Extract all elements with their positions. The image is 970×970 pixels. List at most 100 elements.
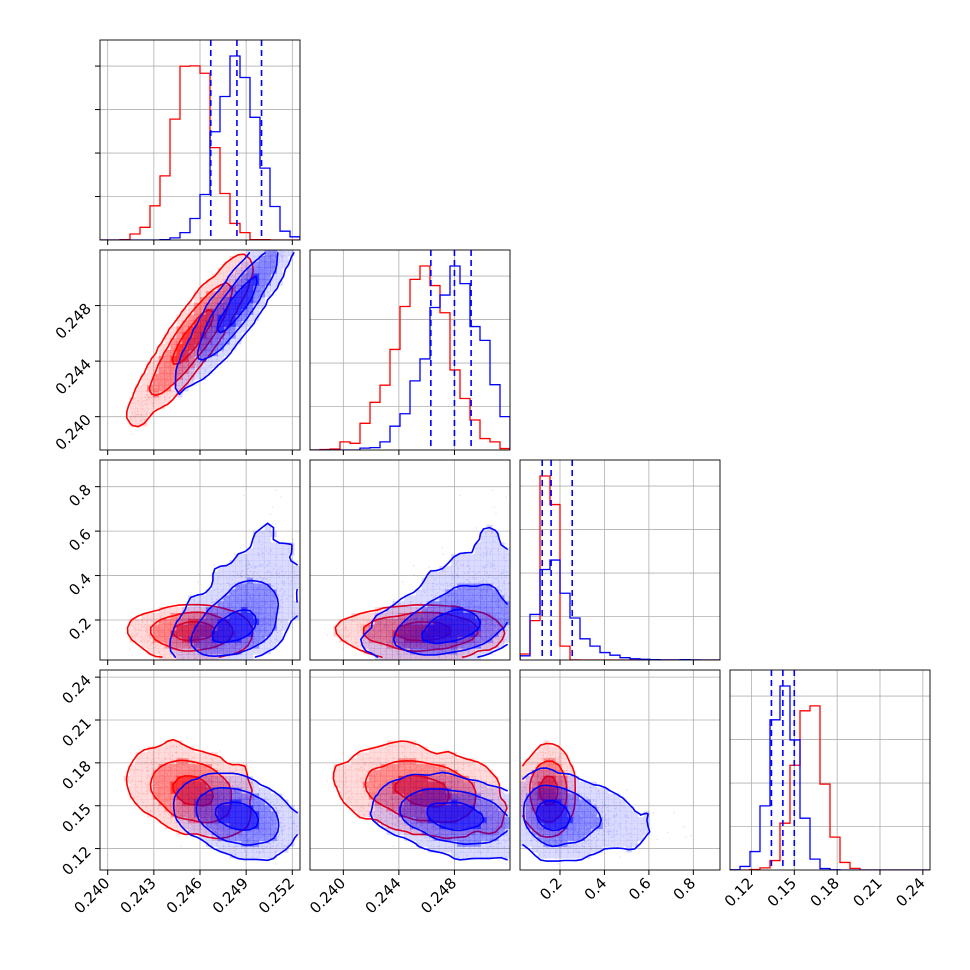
density-cell bbox=[398, 630, 405, 637]
density-cell bbox=[339, 764, 346, 771]
density-cell bbox=[614, 828, 621, 836]
density-cell bbox=[188, 367, 195, 374]
density-cell bbox=[194, 361, 201, 368]
density-cell bbox=[229, 775, 236, 783]
density-cell bbox=[217, 805, 224, 812]
density-cell bbox=[486, 595, 493, 602]
density-cell bbox=[427, 811, 434, 818]
density-cell bbox=[537, 822, 544, 830]
density-cell bbox=[549, 811, 556, 818]
density-cell bbox=[415, 793, 423, 800]
density-cell bbox=[205, 775, 213, 783]
density-cell bbox=[445, 793, 452, 800]
density-cell bbox=[194, 817, 201, 824]
density-cell bbox=[486, 834, 493, 841]
density-cell bbox=[135, 770, 142, 777]
density-cell bbox=[141, 636, 148, 643]
density-cell bbox=[504, 834, 510, 841]
density-cell bbox=[555, 828, 562, 836]
density-cell bbox=[415, 612, 423, 620]
density-cell bbox=[445, 577, 452, 584]
density-cell bbox=[170, 752, 177, 759]
density-cell bbox=[433, 624, 440, 631]
density-cell bbox=[170, 636, 177, 643]
density-cell bbox=[504, 583, 510, 590]
density-cell bbox=[486, 612, 493, 620]
density-cell bbox=[445, 642, 452, 649]
density-cell bbox=[480, 565, 487, 573]
density-cell bbox=[258, 548, 266, 555]
density-cell bbox=[380, 746, 387, 753]
density-cell bbox=[525, 758, 533, 765]
density-cell bbox=[235, 601, 242, 608]
density-cell bbox=[217, 332, 224, 339]
density-cell bbox=[392, 787, 399, 794]
density-cell bbox=[439, 648, 446, 655]
density-cell bbox=[415, 822, 423, 830]
density-cell bbox=[211, 314, 218, 321]
density-cell bbox=[608, 817, 615, 824]
density-cell bbox=[345, 624, 352, 631]
density-cell bbox=[445, 630, 452, 637]
density-cell bbox=[176, 648, 183, 655]
density-cell bbox=[282, 618, 289, 626]
density-cell bbox=[247, 834, 254, 841]
density-cell bbox=[468, 642, 476, 649]
density-cell bbox=[374, 758, 381, 765]
density-cell bbox=[386, 624, 393, 631]
density-cell bbox=[374, 618, 381, 626]
density-cell bbox=[439, 654, 446, 660]
density-cell bbox=[462, 642, 470, 649]
density-cell bbox=[567, 834, 574, 841]
density-cell bbox=[176, 770, 183, 777]
density-cell bbox=[468, 770, 476, 777]
density-cell bbox=[486, 811, 493, 818]
density-cell bbox=[480, 828, 487, 836]
density-cell bbox=[531, 822, 538, 830]
density-cell bbox=[188, 302, 195, 310]
density-cell bbox=[211, 583, 218, 590]
density-cell bbox=[462, 601, 470, 608]
density-cell bbox=[474, 834, 481, 841]
density-cell bbox=[404, 642, 411, 649]
density-cell bbox=[247, 565, 254, 573]
density-cell bbox=[421, 607, 428, 614]
density-cell bbox=[427, 822, 434, 830]
density-cell bbox=[276, 630, 283, 637]
density-cell bbox=[241, 793, 248, 800]
density-cell bbox=[147, 775, 154, 783]
density-cell bbox=[468, 624, 476, 631]
density-cell bbox=[614, 799, 621, 806]
density-cell bbox=[584, 793, 591, 800]
density-cell bbox=[457, 834, 464, 841]
density-cell bbox=[258, 571, 266, 578]
density-cell bbox=[451, 618, 458, 626]
density-cell bbox=[531, 781, 538, 788]
density-cell bbox=[439, 775, 446, 783]
density-cell bbox=[176, 373, 183, 380]
density-cell bbox=[270, 571, 277, 578]
density-cell bbox=[415, 822, 423, 830]
density-cell bbox=[468, 618, 476, 626]
density-cell bbox=[427, 834, 434, 841]
density-cell bbox=[152, 793, 160, 800]
density-cell bbox=[152, 624, 160, 631]
density-cell bbox=[504, 811, 510, 818]
density-cell bbox=[520, 764, 527, 771]
density-cell bbox=[572, 805, 580, 812]
density-cell bbox=[223, 846, 230, 853]
density-cell bbox=[229, 314, 236, 321]
density-cell bbox=[386, 817, 393, 824]
density-cell bbox=[392, 612, 399, 620]
density-cell bbox=[468, 811, 476, 818]
density-cell bbox=[445, 834, 452, 841]
density-cell bbox=[264, 554, 271, 561]
density-cell bbox=[374, 648, 381, 655]
density-cell bbox=[451, 595, 458, 602]
density-cell bbox=[404, 775, 411, 783]
density-cell bbox=[486, 560, 493, 567]
density-cell bbox=[427, 805, 434, 812]
density-cell bbox=[223, 648, 230, 655]
density-cell bbox=[223, 781, 230, 788]
density-cell bbox=[223, 828, 230, 836]
